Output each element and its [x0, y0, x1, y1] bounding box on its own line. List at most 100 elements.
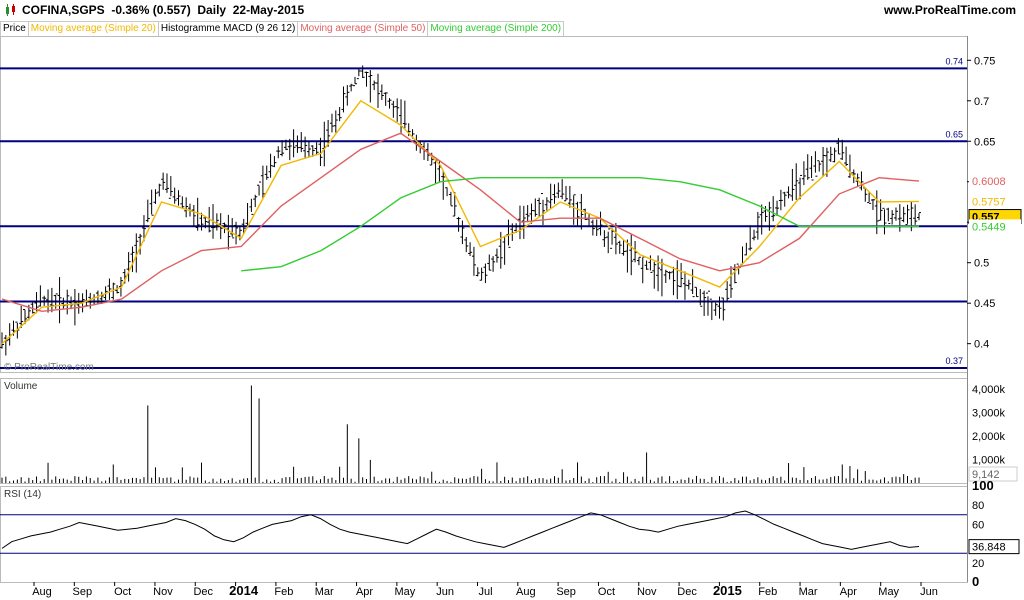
- price-bar: [310, 145, 315, 157]
- date-tick-label: Nov: [637, 586, 657, 598]
- price-bar: [341, 86, 346, 113]
- price-bar: [268, 153, 273, 178]
- price-bar: [682, 271, 687, 300]
- axis-badge: [969, 174, 1021, 189]
- price-bar: [813, 151, 818, 177]
- rsi-tick-label: 0: [972, 574, 979, 589]
- price-bar: [905, 204, 910, 226]
- price-bar: [801, 161, 806, 186]
- brand-link[interactable]: www.ProRealTime.com: [883, 3, 1016, 17]
- ma-line-3: [241, 177, 919, 272]
- date-tick-label: Mar: [799, 586, 818, 598]
- price-bar: [318, 137, 323, 166]
- candlestick-icon: [6, 4, 15, 16]
- price-bar: [840, 139, 845, 161]
- price-bar: [679, 262, 684, 288]
- price-bar: [134, 233, 139, 273]
- price-bar: [111, 282, 116, 300]
- price-bar: [617, 240, 622, 254]
- price-bar: [326, 120, 331, 147]
- price-bar: [690, 269, 695, 298]
- rsi-last-label: 36.848: [972, 542, 1006, 554]
- price-bar: [859, 171, 864, 191]
- rsi-tick-label: 20: [972, 558, 984, 570]
- price-bar: [698, 289, 703, 307]
- price-bar: [886, 207, 891, 224]
- price-bar: [752, 229, 757, 241]
- price-bar: [138, 233, 143, 255]
- volume-last-box: [968, 466, 1018, 482]
- price-bar: [199, 212, 204, 231]
- price-bar: [287, 138, 292, 161]
- price-bar: [567, 185, 572, 208]
- price-bar: [613, 222, 618, 255]
- price-bar: [629, 234, 634, 276]
- price-bar: [280, 140, 285, 157]
- date-tick-label: Feb: [274, 586, 293, 598]
- price-bar: [360, 65, 365, 79]
- price-bar: [890, 210, 895, 225]
- axes: 0.40.450.50.550.60.650.70.750.60080.5757…: [32, 55, 1022, 598]
- price-bar: [460, 220, 465, 245]
- price-bar: [295, 135, 300, 153]
- price-bar: [383, 92, 388, 106]
- price-bar: [870, 199, 875, 210]
- price-bar: [264, 165, 269, 180]
- price-bar: [525, 205, 530, 223]
- price-bar: [176, 190, 181, 206]
- price-bar: [491, 256, 496, 272]
- axis-badge: [969, 194, 1021, 209]
- price-bar: [606, 228, 611, 254]
- volume-tick-label: 3,000k: [972, 408, 1006, 420]
- price-bar: [475, 267, 480, 277]
- rsi-panel: RSI (14): [0, 489, 967, 554]
- price-bar: [456, 216, 461, 232]
- price-bar: [917, 212, 921, 221]
- price-bar: [652, 261, 657, 289]
- price-frame: [0, 36, 968, 373]
- volume-panel: Volume: [1, 381, 920, 483]
- date-tick-label: Sep: [73, 586, 93, 598]
- price-bar: [717, 296, 722, 319]
- rsi-tick-label: 100: [972, 478, 994, 493]
- price-bar: [126, 252, 131, 282]
- price-bar: [364, 71, 369, 87]
- volume-tick-label: 2,000k: [972, 431, 1006, 443]
- price-bar: [786, 186, 791, 199]
- price-bar: [479, 267, 484, 281]
- price-tick-label: 0.4: [974, 339, 989, 351]
- axis-badge-label: 0.5449: [972, 221, 1006, 233]
- price-bar: [272, 156, 277, 168]
- price-bar: [195, 197, 200, 231]
- price-bar: [141, 215, 146, 242]
- chart-title: COFINA,SGPS -0.36% (0.557) Daily 22-May-…: [22, 3, 305, 17]
- date-tick-label: 2014: [229, 583, 259, 598]
- price-bar: [19, 305, 24, 329]
- horizontal-line-label: 0.74: [945, 56, 963, 66]
- price-bar: [494, 248, 499, 263]
- price-bar: [644, 260, 649, 270]
- watermark: © ProRealTime.com: [4, 362, 94, 373]
- price-bar: [575, 201, 580, 226]
- price-bar: [483, 263, 488, 284]
- price-bar: [230, 218, 235, 239]
- price-bar: [145, 199, 150, 223]
- rsi-last-box: [968, 539, 1020, 555]
- rsi-line: [1, 510, 920, 550]
- price-bar: [913, 204, 918, 225]
- date-tick-label: 2015: [713, 583, 742, 598]
- price-bar: [778, 189, 783, 211]
- price-bar: [387, 98, 392, 109]
- date-tick-label: Jul: [478, 586, 492, 598]
- price-bar: [748, 225, 753, 251]
- price-bar: [180, 196, 185, 208]
- price-bar: [878, 199, 883, 221]
- date-tick-label: Oct: [598, 586, 615, 598]
- date-tick-label: Jun: [920, 586, 938, 598]
- price-bar: [299, 132, 304, 153]
- price-bar: [249, 198, 254, 215]
- price-bar: [253, 194, 258, 208]
- price-bar: [164, 173, 169, 193]
- price-bar: [602, 230, 607, 247]
